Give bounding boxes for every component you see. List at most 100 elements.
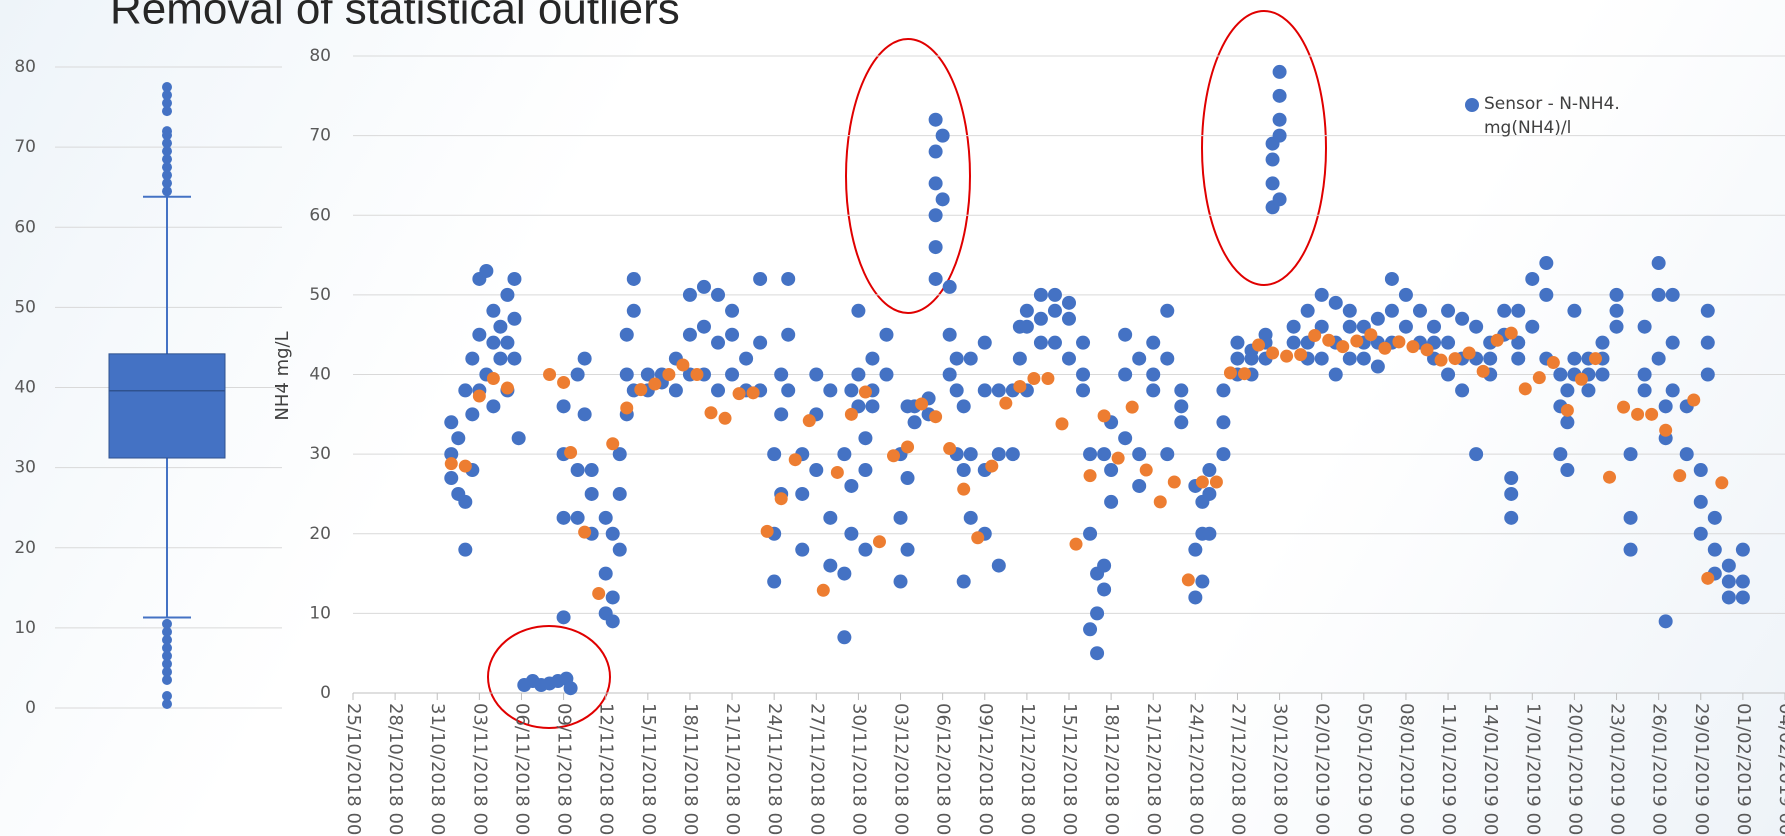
data-point xyxy=(1033,287,1048,302)
data-point xyxy=(893,510,908,525)
data-point xyxy=(696,279,711,294)
data-point xyxy=(781,327,796,342)
data-point xyxy=(1574,372,1588,386)
data-point xyxy=(1174,383,1189,398)
data-point xyxy=(1314,351,1329,366)
data-point xyxy=(1539,287,1554,302)
data-point xyxy=(1069,537,1083,551)
data-point xyxy=(1223,366,1237,380)
data-point xyxy=(956,463,971,478)
data-point xyxy=(570,463,585,478)
data-point xyxy=(1265,176,1280,191)
data-point xyxy=(1441,303,1456,318)
data-point xyxy=(1721,590,1736,605)
legend-marker xyxy=(1465,98,1479,112)
data-point xyxy=(928,271,943,286)
data-point xyxy=(1539,256,1554,271)
data-point xyxy=(1623,510,1638,525)
data-point xyxy=(1118,431,1133,446)
data-point xyxy=(1469,319,1484,334)
data-point xyxy=(1244,351,1259,366)
x-tick-label: 14/01/2019 00:00 xyxy=(1480,703,1501,836)
data-point xyxy=(1665,287,1680,302)
data-point xyxy=(619,367,634,382)
data-point xyxy=(1090,606,1105,621)
data-point xyxy=(619,327,634,342)
x-tick-label: 21/12/2018 00:00 xyxy=(1143,703,1164,836)
data-point xyxy=(774,407,789,422)
data-point xyxy=(556,610,571,625)
outlier xyxy=(162,126,172,137)
data-point xyxy=(1202,526,1217,541)
data-point xyxy=(1047,303,1062,318)
data-point xyxy=(767,447,782,462)
data-point xyxy=(507,271,522,286)
data-point xyxy=(1721,558,1736,573)
data-point xyxy=(1181,573,1195,587)
data-point xyxy=(1202,486,1217,501)
data-point xyxy=(844,407,858,421)
x-tick-label: 04/02/2019 00:00 xyxy=(1775,703,1785,836)
data-point xyxy=(1062,311,1076,326)
data-point xyxy=(928,240,943,255)
data-point xyxy=(858,463,873,478)
data-point xyxy=(915,397,929,411)
data-point xyxy=(570,367,585,382)
data-point xyxy=(1216,415,1231,430)
data-point xyxy=(1504,326,1518,340)
data-point xyxy=(444,447,459,462)
data-point xyxy=(851,367,866,382)
data-point xyxy=(1265,152,1280,167)
data-point xyxy=(1055,417,1069,431)
data-point xyxy=(1448,352,1462,366)
data-point xyxy=(928,144,943,159)
data-point xyxy=(774,492,788,506)
data-point xyxy=(1412,303,1427,318)
data-point xyxy=(1617,400,1631,414)
x-tick-label: 03/11/2018 00:00 xyxy=(469,703,490,836)
data-point xyxy=(711,335,726,350)
data-point xyxy=(500,335,515,350)
data-point xyxy=(1370,359,1385,374)
data-point xyxy=(1462,346,1476,360)
data-point xyxy=(1019,303,1034,318)
data-point xyxy=(1588,352,1602,366)
data-point xyxy=(1511,303,1526,318)
data-point xyxy=(1272,192,1287,207)
data-point xyxy=(1693,526,1708,541)
legend-label: Sensor - N-NH4. mg(NH4)/l xyxy=(1484,94,1620,138)
data-point xyxy=(893,574,908,589)
data-point xyxy=(1272,112,1287,127)
data-point xyxy=(1693,494,1708,509)
data-point xyxy=(858,542,873,557)
data-point xyxy=(1735,574,1750,589)
data-point xyxy=(1560,403,1574,417)
data-point xyxy=(1076,367,1091,382)
data-point xyxy=(1097,558,1112,573)
data-point xyxy=(1328,367,1343,382)
data-point xyxy=(451,431,466,446)
data-point xyxy=(1104,463,1119,478)
data-point xyxy=(1160,303,1175,318)
data-point xyxy=(1195,475,1209,489)
data-point xyxy=(1567,351,1582,366)
x-tick-label: 30/12/2018 00:00 xyxy=(1270,703,1291,836)
data-point xyxy=(795,542,810,557)
data-point xyxy=(1132,447,1147,462)
data-point xyxy=(1216,447,1231,462)
data-point xyxy=(1342,351,1357,366)
data-point xyxy=(612,486,627,501)
data-point xyxy=(1195,574,1210,589)
y-tick-label: 40 xyxy=(309,365,331,385)
y-tick-label: 50 xyxy=(309,285,331,305)
data-point xyxy=(844,383,859,398)
data-point xyxy=(578,525,592,539)
data-point xyxy=(1637,383,1652,398)
data-point xyxy=(605,526,620,541)
data-point xyxy=(865,351,880,366)
data-point xyxy=(1623,447,1638,462)
x-tick-label: 25/10/2018 00:00 xyxy=(343,703,364,836)
data-point xyxy=(1076,335,1091,350)
y-tick-label: 10 xyxy=(309,603,331,623)
outlier xyxy=(162,98,172,109)
